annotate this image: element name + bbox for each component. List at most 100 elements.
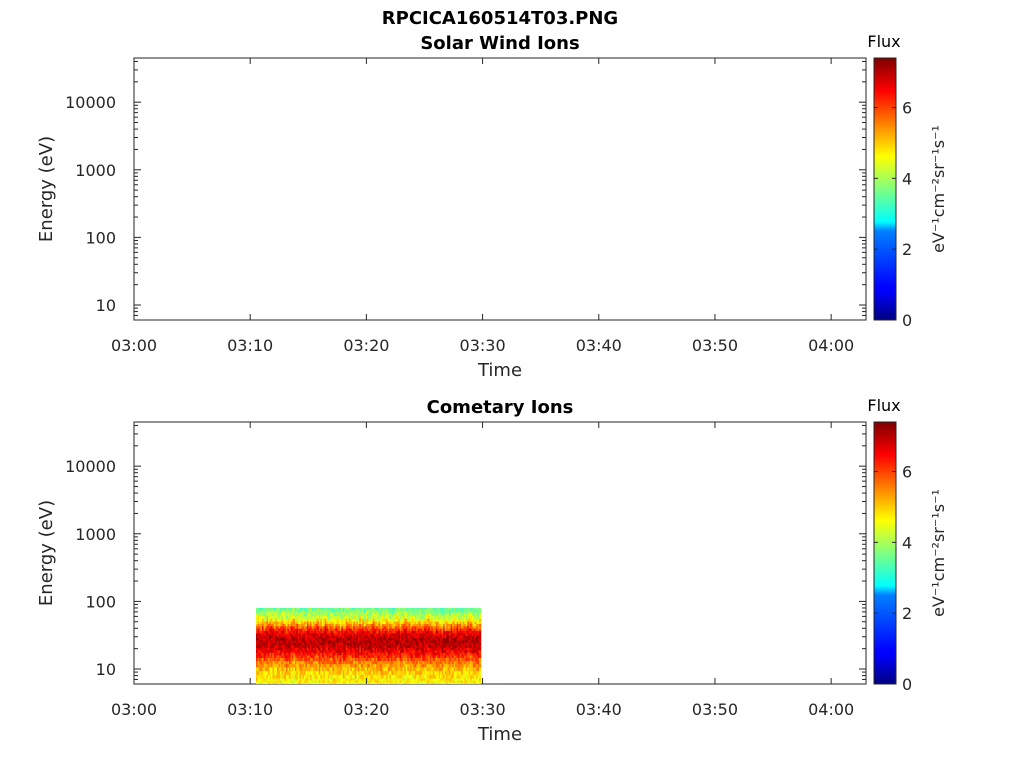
heatmap-cell [287, 639, 290, 643]
heatmap-cell [474, 660, 477, 665]
heatmap-cell [453, 660, 456, 665]
heatmap-cell [383, 663, 386, 668]
heatmap-cell [291, 666, 295, 672]
heatmap-cell [291, 639, 295, 643]
heatmap-cell [372, 632, 375, 636]
heatmap-cell [464, 647, 467, 651]
heatmap-cell [332, 607, 335, 611]
heatmap-cell [426, 652, 429, 656]
heatmap-cell [258, 628, 262, 632]
heatmap-cell [416, 621, 419, 625]
heatmap-cell [474, 609, 477, 612]
heatmap-cell [263, 615, 266, 619]
heatmap-cell [387, 639, 390, 643]
heatmap-cell [372, 621, 375, 625]
heatmap-cell [368, 630, 371, 634]
heatmap-cell [330, 607, 333, 611]
heatmap-cell [260, 674, 263, 679]
heatmap-cell [446, 623, 449, 627]
heatmap-cell [362, 682, 365, 684]
heatmap-cell [386, 660, 389, 665]
heatmap-cell [383, 652, 386, 656]
heatmap-cell [333, 660, 336, 665]
heatmap-cell [330, 649, 333, 653]
heatmap-cell [287, 615, 290, 619]
heatmap-cell [357, 666, 360, 672]
heatmap-cell [443, 615, 446, 619]
heatmap-cell [465, 621, 468, 625]
heatmap-cell [323, 621, 326, 625]
heatmap-cell [384, 630, 387, 634]
heatmap-cell [459, 670, 462, 675]
heatmap-cell [287, 609, 290, 612]
heatmap-cell [314, 607, 317, 611]
heatmap-cell [282, 670, 286, 675]
heatmap-cell [429, 628, 432, 632]
x-tick-label: 03:00 [111, 700, 157, 719]
heatmap-cell [468, 649, 471, 653]
heatmap-cell [350, 680, 353, 683]
heatmap-cell [347, 618, 350, 622]
heatmap-cell [284, 660, 287, 665]
heatmap-cell [351, 649, 354, 653]
heatmap-cell [374, 642, 377, 646]
heatmap-cell [374, 654, 377, 658]
heatmap-cell [315, 666, 319, 672]
heatmap-cell [419, 612, 422, 617]
heatmap-cell [347, 607, 350, 611]
heatmap-cell [356, 639, 359, 643]
heatmap-cell [404, 628, 407, 632]
heatmap-cell [365, 666, 368, 672]
heatmap-cell [447, 649, 450, 653]
heatmap-cell [429, 635, 432, 639]
heatmap-cell [290, 666, 293, 672]
heatmap-cell [408, 678, 411, 681]
heatmap-cell [458, 644, 461, 648]
heatmap-cell [473, 639, 476, 643]
heatmap-cell [276, 628, 280, 632]
heatmap-cell [381, 625, 384, 629]
heatmap-cell [422, 632, 425, 636]
heatmap-cell [435, 654, 438, 658]
heatmap-cell [410, 660, 413, 665]
heatmap-cell [405, 644, 408, 648]
heatmap-cell [278, 632, 281, 636]
heatmap-cell [333, 666, 336, 672]
heatmap-cell [384, 657, 387, 662]
heatmap-cell [473, 628, 476, 632]
heatmap-cell [470, 663, 473, 668]
heatmap-cell [347, 637, 350, 641]
heatmap-cell [314, 623, 317, 627]
heatmap-cell [432, 678, 435, 681]
heatmap-cell [428, 609, 431, 612]
heatmap-cell [324, 649, 327, 653]
heatmap-cell [266, 609, 269, 612]
axes: 03:00 03:10 03:20 03:30 03:40 03:50 04:0010100… [65, 58, 866, 355]
heatmap-cell [458, 607, 461, 611]
heatmap-cell [288, 649, 292, 653]
heatmap-cell [474, 678, 477, 681]
heatmap-cell [299, 630, 302, 634]
heatmap-cell [323, 623, 326, 627]
heatmap-cell [263, 628, 266, 632]
heatmap-cell [365, 674, 368, 679]
heatmap-cell [293, 632, 296, 636]
heatmap-cell [419, 647, 422, 651]
heatmap-cell [293, 644, 296, 648]
heatmap-cell [402, 611, 405, 614]
heatmap-cell [377, 678, 380, 681]
heatmap-cell [323, 615, 326, 619]
heatmap-cell [336, 663, 339, 668]
heatmap-cell [440, 607, 443, 611]
heatmap-cell [260, 611, 263, 614]
heatmap-cell [256, 623, 259, 627]
heatmap-cell [369, 666, 372, 672]
heatmap-cell [354, 663, 357, 668]
heatmap-cell [440, 663, 443, 668]
heatmap-cell [455, 618, 458, 622]
heatmap-cell [326, 632, 329, 636]
heatmap-cell [440, 611, 443, 614]
heatmap-cell [282, 628, 286, 632]
heatmap-cell [459, 642, 462, 646]
heatmap-cell [455, 674, 458, 679]
